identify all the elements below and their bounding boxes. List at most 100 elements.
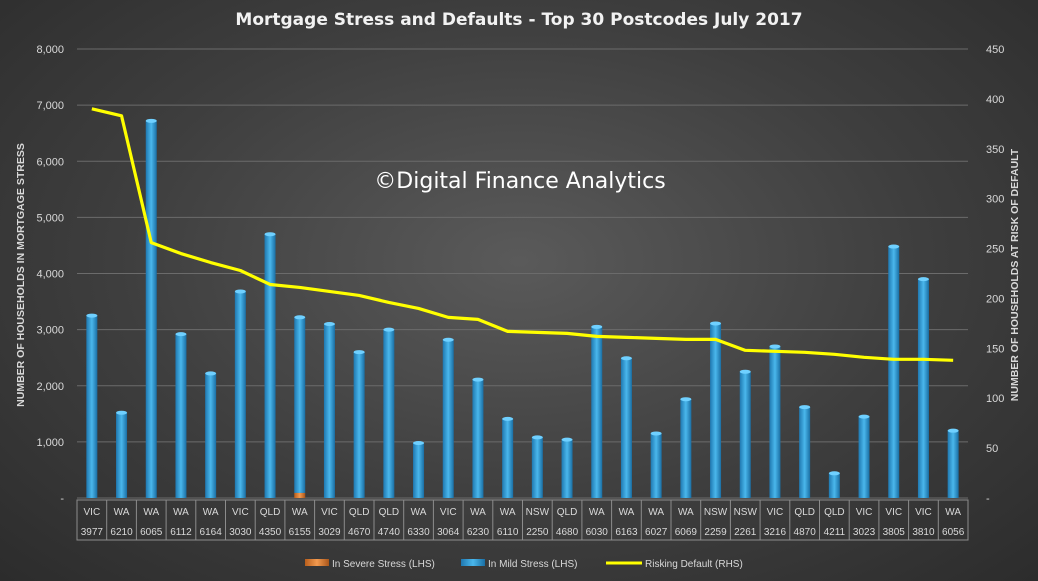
category-postcode-label: 6030 bbox=[586, 527, 609, 538]
category-postcode-label: 4670 bbox=[348, 527, 371, 538]
category-state-label: WA bbox=[619, 507, 635, 518]
category-state-label: VIC bbox=[321, 507, 338, 518]
mild-stress-bar-cap bbox=[145, 118, 157, 123]
category-postcode-label: 6230 bbox=[467, 527, 490, 538]
left-tick-label: 3,000 bbox=[36, 325, 64, 337]
category-state-label: NSW bbox=[704, 507, 728, 518]
mild-stress-bar bbox=[413, 442, 425, 498]
category-state-label: QLD bbox=[824, 507, 845, 518]
mild-stress-bar-cap bbox=[472, 377, 484, 382]
left-tick-label: 1,000 bbox=[36, 437, 64, 449]
category-postcode-label: 6112 bbox=[170, 527, 192, 538]
category-state-label: WA bbox=[648, 507, 664, 518]
category-postcode-label: 6069 bbox=[675, 527, 698, 538]
category-postcode-label: 2259 bbox=[704, 527, 727, 538]
category-postcode-label: 6330 bbox=[407, 527, 430, 538]
category-postcode-label: 6155 bbox=[289, 527, 312, 538]
mild-stress-bar-cap bbox=[650, 431, 662, 436]
mild-stress-bar bbox=[145, 120, 157, 498]
left-tick-label: 6,000 bbox=[36, 156, 64, 168]
category-state-label: VIC bbox=[885, 507, 902, 518]
legend-swatch bbox=[305, 559, 329, 566]
mild-stress-bar bbox=[442, 339, 454, 498]
left-axis-ticks: - 1,000 2,000 3,000 4,000 5,000 6,000 7,000 8,00… bbox=[36, 44, 64, 505]
mild-stress-bar bbox=[531, 437, 543, 498]
category-postcode-label: 6163 bbox=[615, 527, 638, 538]
watermark: ©Digital Finance Analytics bbox=[374, 169, 665, 194]
right-tick-label: 450 bbox=[986, 44, 1004, 56]
category-postcode-label: 4350 bbox=[259, 527, 282, 538]
left-tick-label: 5,000 bbox=[36, 212, 64, 224]
category-state-label: QLD bbox=[557, 507, 578, 518]
severe-stress-bar bbox=[294, 492, 306, 498]
right-tick-label: 100 bbox=[986, 393, 1004, 405]
right-axis-title: NUMBER OF HOUSEHOLDS AT RISK OF DEFAULT bbox=[1009, 148, 1021, 401]
mild-stress-bar-cap bbox=[264, 232, 276, 237]
legend-label: Risking Default (RHS) bbox=[645, 559, 743, 570]
mild-stress-bar bbox=[175, 334, 187, 498]
mild-stress-bar-cap bbox=[86, 313, 98, 318]
right-tick-label: 200 bbox=[986, 293, 1004, 305]
category-state-label: VIC bbox=[915, 507, 932, 518]
mild-stress-bar bbox=[323, 324, 335, 498]
mild-stress-bar bbox=[502, 418, 514, 498]
category-state-label: WA bbox=[203, 507, 219, 518]
mild-stress-bar bbox=[234, 291, 246, 498]
mild-stress-bar bbox=[205, 373, 217, 498]
mild-stress-bar-cap bbox=[531, 435, 543, 440]
default-line bbox=[91, 107, 954, 362]
mild-stress-bar-cap bbox=[442, 337, 454, 342]
right-tick-label: 300 bbox=[986, 194, 1004, 206]
mild-stress-bar-cap bbox=[175, 332, 187, 337]
category-table: VIC 3977 WA 6210 WA 6065 WA 6112 WA 6164 VIC 3030 QL… bbox=[76, 499, 969, 541]
mild-stress-bar bbox=[947, 430, 959, 498]
gridlines bbox=[77, 48, 968, 499]
legend-label: In Severe Stress (LHS) bbox=[332, 559, 435, 570]
right-axis-ticks: - 50 100 150 200 250 300 350 400 450 bbox=[986, 44, 1004, 505]
category-postcode-label: 4740 bbox=[378, 527, 401, 538]
mild-stress-bar-cap bbox=[294, 315, 306, 320]
mild-stress-bar bbox=[264, 234, 276, 498]
category-postcode-label: 2261 bbox=[734, 527, 757, 538]
category-postcode-label: 6110 bbox=[497, 527, 519, 538]
left-tick-label: 7,000 bbox=[36, 100, 64, 112]
mild-stress-bar-cap bbox=[561, 437, 573, 442]
mild-stress-bar bbox=[769, 346, 781, 498]
category-postcode-label: 3805 bbox=[883, 527, 906, 538]
category-state-label: QLD bbox=[260, 507, 281, 518]
category-postcode-label: 2250 bbox=[526, 527, 549, 538]
category-state-label: WA bbox=[114, 507, 130, 518]
category-postcode-label: 3977 bbox=[81, 527, 104, 538]
mild-stress-bar bbox=[828, 473, 840, 498]
mild-stress-bar-cap bbox=[828, 471, 840, 476]
mild-stress-bar bbox=[710, 323, 722, 498]
category-postcode-label: 3023 bbox=[853, 527, 876, 538]
mild-stress-bar-cap bbox=[323, 322, 335, 327]
mild-stress-bar-cap bbox=[383, 327, 395, 332]
mild-stress-bar-cap bbox=[769, 344, 781, 349]
category-postcode-label: 6027 bbox=[645, 527, 668, 538]
right-tick-label: 50 bbox=[986, 443, 998, 455]
legend: In Severe Stress (LHS) In Mild Stress (LH… bbox=[305, 559, 743, 570]
mild-stress-bar-cap bbox=[353, 350, 365, 355]
left-axis-title: NUMBER OF HOUSEHOLDS IN MORTGAGE STRESS bbox=[15, 143, 27, 407]
category-state-label: VIC bbox=[767, 507, 784, 518]
mild-stress-bar bbox=[680, 399, 692, 498]
mild-stress-bar bbox=[383, 329, 395, 498]
category-postcode-label: 3029 bbox=[318, 527, 341, 538]
left-tick-label: - bbox=[60, 493, 64, 505]
mild-stress-bar-cap bbox=[413, 440, 425, 445]
category-state-label: WA bbox=[945, 507, 961, 518]
category-state-label: VIC bbox=[84, 507, 101, 518]
category-postcode-label: 6056 bbox=[942, 527, 965, 538]
mild-stress-bar-cap bbox=[234, 289, 246, 294]
mild-stress-bar-cap bbox=[116, 410, 128, 415]
right-tick-label: - bbox=[986, 493, 990, 505]
left-tick-label: 8,000 bbox=[36, 44, 64, 56]
right-tick-label: 250 bbox=[986, 244, 1004, 256]
mild-stress-bar bbox=[561, 439, 573, 498]
category-state-label: WA bbox=[470, 507, 486, 518]
mild-stress-bar-cap bbox=[739, 369, 751, 374]
category-postcode-label: 3030 bbox=[229, 527, 252, 538]
category-state-label: WA bbox=[589, 507, 605, 518]
